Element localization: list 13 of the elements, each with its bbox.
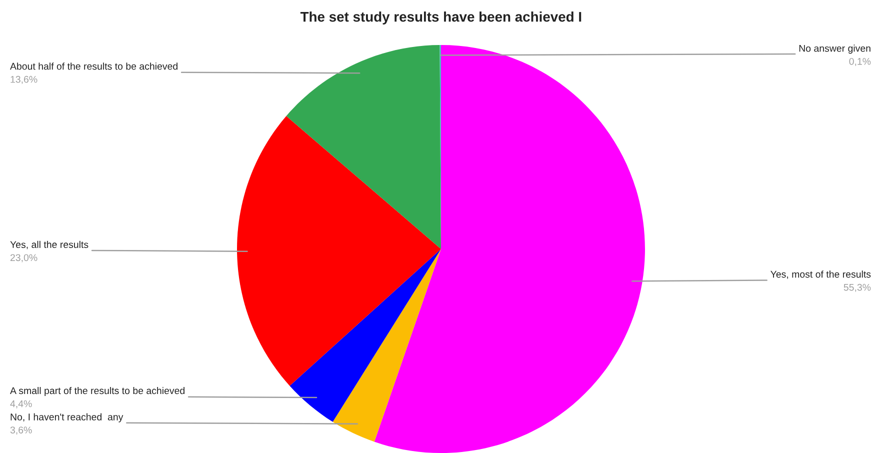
data-label: 13,6% (10, 76, 38, 84)
slice-label: Yes, most of the results (770, 270, 871, 279)
slice-label: About half of the results to be achieved (10, 62, 178, 70)
data-label: 0,1% (849, 58, 871, 66)
slice-label: No answer given (799, 44, 870, 54)
data-label: 3,6% (10, 426, 32, 435)
data-label: 23,0% (10, 254, 38, 262)
slice-label: A small part of the results to be achieved (10, 386, 184, 396)
chart-title: The set study results have been achieved I (300, 12, 582, 24)
data-label: 4,4% (10, 400, 32, 408)
slice-label: No, I haven't reached any (10, 413, 124, 422)
data-label: 55,3% (844, 284, 871, 292)
slice-label: Yes, all the results (10, 240, 88, 250)
